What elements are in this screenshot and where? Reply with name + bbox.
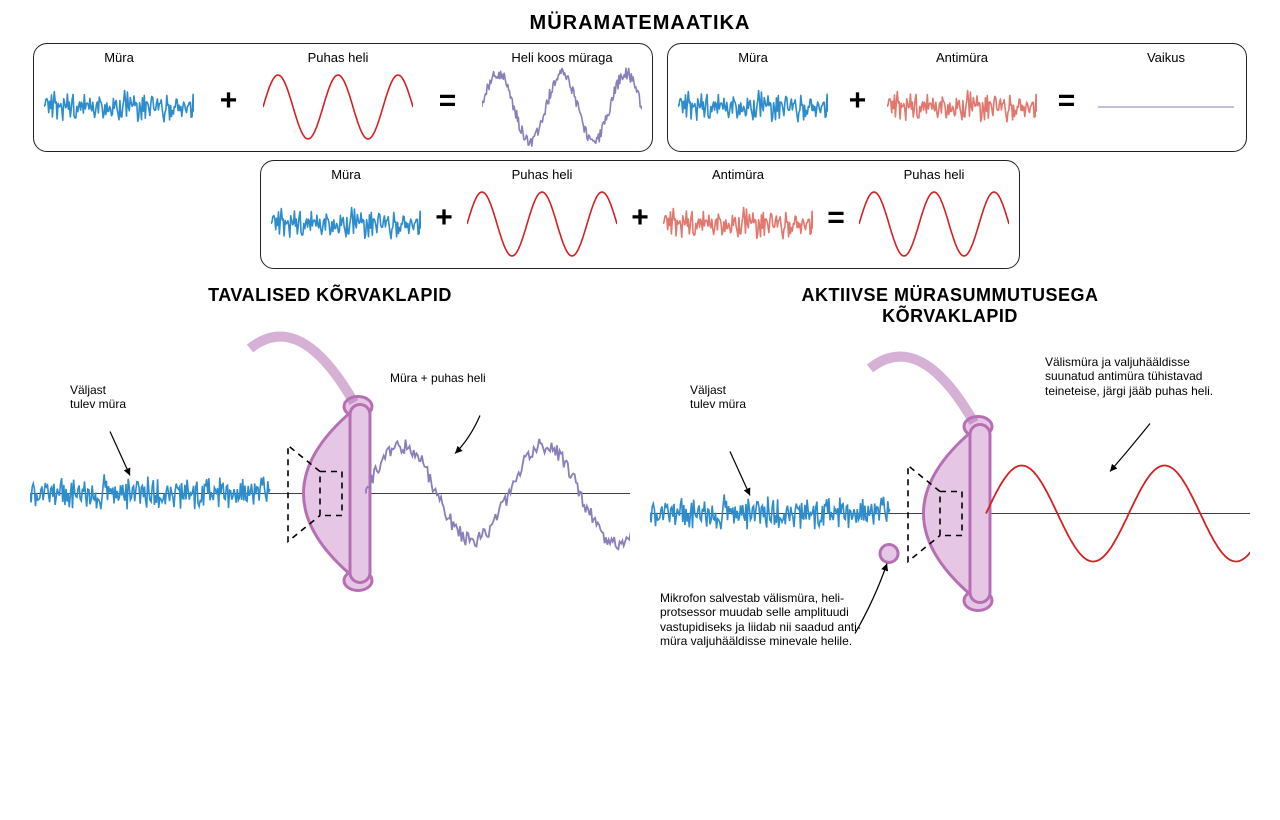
label-antimura-3: Antimüra bbox=[712, 167, 764, 184]
wave-noise-2 bbox=[678, 67, 828, 147]
main-title: MÜRAMATEMAATIKA bbox=[0, 0, 1280, 43]
label-vaikus: Vaikus bbox=[1147, 50, 1185, 67]
term-anti-3: Antimüra bbox=[663, 167, 813, 264]
term-noise-1: Müra bbox=[44, 50, 194, 147]
wave-pure-1 bbox=[263, 67, 413, 147]
anno-outside-noise-R: Väljasttulev müra bbox=[690, 383, 780, 412]
wave-noise-1 bbox=[44, 67, 194, 147]
equation-box-1: Müra + Puhas heli = Heli koos müraga bbox=[33, 43, 653, 152]
label-puhas-3: Puhas heli bbox=[512, 167, 573, 184]
title-regular: TAVALISED KÕRVAKLAPID bbox=[30, 285, 630, 312]
wave-anti-3 bbox=[663, 184, 813, 264]
panel-anc-headphones: AKTIIVSE MÜRASUMMUTUSEGAKÕRVAKLAPID Välj… bbox=[650, 285, 1250, 667]
title-anc: AKTIIVSE MÜRASUMMUTUSEGAKÕRVAKLAPID bbox=[650, 285, 1250, 332]
op-eq-3: = bbox=[827, 167, 845, 233]
op-plus-3b: + bbox=[631, 167, 649, 233]
mid-equation-row: Müra + Puhas heli + Antimüra = Puhas hel… bbox=[0, 152, 1280, 277]
wave-silence-2 bbox=[1096, 67, 1236, 147]
wave-noise-3 bbox=[271, 184, 421, 264]
term-result-3: Puhas heli bbox=[859, 167, 1009, 264]
op-eq-1: = bbox=[439, 50, 457, 116]
op-plus-2: + bbox=[849, 50, 867, 116]
anno-mixed: Müra + puhas heli bbox=[390, 371, 530, 385]
equation-box-2: Müra + Antimüra = Vaikus bbox=[667, 43, 1247, 152]
svg-regular bbox=[30, 312, 630, 642]
label-puhas-3b: Puhas heli bbox=[904, 167, 965, 184]
wave-mixed-1 bbox=[482, 67, 642, 147]
label-mura-2: Müra bbox=[738, 50, 768, 67]
top-equations-row: Müra + Puhas heli = Heli koos müraga Mür… bbox=[0, 43, 1280, 152]
term-noise-3: Müra bbox=[271, 167, 421, 264]
label-mura-3: Müra bbox=[331, 167, 361, 184]
term-noise-2: Müra bbox=[678, 50, 828, 147]
wave-pure-3 bbox=[467, 184, 617, 264]
label-puhas: Puhas heli bbox=[308, 50, 369, 67]
equation-box-3: Müra + Puhas heli + Antimüra = Puhas hel… bbox=[260, 160, 1020, 269]
op-plus-1: + bbox=[220, 50, 238, 116]
anno-outside-noise-L: Väljasttulev müra bbox=[70, 383, 160, 412]
wave-result-3 bbox=[859, 184, 1009, 264]
term-pure-1: Puhas heli bbox=[263, 50, 413, 147]
term-silence-2: Vaikus bbox=[1096, 50, 1236, 147]
op-eq-2: = bbox=[1058, 50, 1076, 116]
label-mura: Müra bbox=[104, 50, 134, 67]
term-anti-2: Antimüra bbox=[887, 50, 1037, 147]
term-pure-3: Puhas heli bbox=[467, 167, 617, 264]
wave-anti-2 bbox=[887, 67, 1037, 147]
panel-regular-headphones: TAVALISED KÕRVAKLAPID Väljasttulev müra … bbox=[30, 285, 630, 667]
label-helikoos: Heli koos müraga bbox=[511, 50, 612, 67]
op-plus-3a: + bbox=[435, 167, 453, 233]
anno-result: Välismüra ja valjuhääldissesuunatud anti… bbox=[1045, 355, 1245, 398]
anno-mic: Mikrofon salvestab välismüra, heli-prots… bbox=[660, 591, 910, 649]
term-mixed-1: Heli koos müraga bbox=[482, 50, 642, 147]
label-antimura: Antimüra bbox=[936, 50, 988, 67]
bottom-panels: TAVALISED KÕRVAKLAPID Väljasttulev müra … bbox=[0, 277, 1280, 667]
